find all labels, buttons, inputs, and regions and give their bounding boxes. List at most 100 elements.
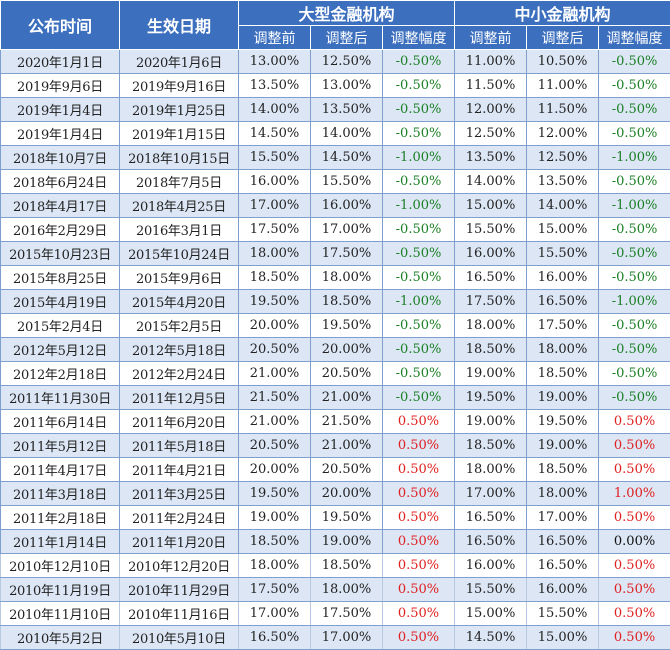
effective-date-cell: 2011年12月5日 (120, 386, 239, 410)
small-change-cell: -0.50% (599, 74, 670, 98)
announce-date-cell: 2011年1月14日 (1, 530, 120, 554)
small-after-cell: 17.00% (527, 506, 599, 530)
large-after-cell: 17.50% (311, 602, 383, 626)
header-large-before: 调整前 (239, 26, 311, 50)
small-before-cell: 16.50% (455, 530, 527, 554)
large-before-cell: 21.50% (239, 386, 311, 410)
table-header: 公布时间 生效日期 大型金融机构 中小金融机构 调整前 调整后 调整幅度 调整前… (1, 1, 670, 50)
small-change-cell: 0.50% (599, 410, 670, 434)
small-change-cell: 0.50% (599, 602, 670, 626)
effective-date-cell: 2018年10月15日 (120, 146, 239, 170)
large-after-cell: 20.00% (311, 482, 383, 506)
effective-date-cell: 2018年4月25日 (120, 194, 239, 218)
effective-date-cell: 2019年1月15日 (120, 122, 239, 146)
small-after-cell: 10.50% (527, 50, 599, 74)
large-after-cell: 18.00% (311, 266, 383, 290)
small-before-cell: 11.50% (455, 74, 527, 98)
large-after-cell: 18.50% (311, 554, 383, 578)
small-after-cell: 12.00% (527, 122, 599, 146)
small-before-cell: 19.00% (455, 410, 527, 434)
effective-date-cell: 2015年4月20日 (120, 290, 239, 314)
large-before-cell: 17.50% (239, 218, 311, 242)
small-before-cell: 12.50% (455, 122, 527, 146)
small-before-cell: 16.50% (455, 266, 527, 290)
large-change-cell: -0.50% (383, 266, 455, 290)
large-change-cell: 0.50% (383, 554, 455, 578)
large-before-cell: 19.50% (239, 290, 311, 314)
large-after-cell: 17.00% (311, 626, 383, 650)
effective-date-cell: 2011年4月21日 (120, 458, 239, 482)
announce-date-cell: 2015年10月23日 (1, 242, 120, 266)
large-after-cell: 21.00% (311, 386, 383, 410)
small-before-cell: 17.00% (455, 482, 527, 506)
large-before-cell: 20.50% (239, 434, 311, 458)
large-before-cell: 18.50% (239, 530, 311, 554)
large-after-cell: 14.00% (311, 122, 383, 146)
effective-date-cell: 2015年9月6日 (120, 266, 239, 290)
small-after-cell: 15.00% (527, 626, 599, 650)
announce-date-cell: 2015年4月19日 (1, 290, 120, 314)
large-change-cell: -0.50% (383, 98, 455, 122)
small-change-cell: 0.50% (599, 578, 670, 602)
large-change-cell: 0.50% (383, 626, 455, 650)
large-before-cell: 13.50% (239, 74, 311, 98)
large-change-cell: -0.50% (383, 218, 455, 242)
small-before-cell: 15.50% (455, 578, 527, 602)
large-before-cell: 13.00% (239, 50, 311, 74)
large-after-cell: 18.50% (311, 290, 383, 314)
small-before-cell: 13.50% (455, 146, 527, 170)
small-before-cell: 12.00% (455, 98, 527, 122)
effective-date-cell: 2020年1月6日 (120, 50, 239, 74)
small-before-cell: 19.50% (455, 386, 527, 410)
effective-date-cell: 2011年6月20日 (120, 410, 239, 434)
large-change-cell: 0.50% (383, 458, 455, 482)
small-before-cell: 18.50% (455, 338, 527, 362)
large-before-cell: 16.50% (239, 626, 311, 650)
small-before-cell: 19.00% (455, 362, 527, 386)
large-before-cell: 17.00% (239, 194, 311, 218)
announce-date-cell: 2016年2月29日 (1, 218, 120, 242)
small-after-cell: 15.50% (527, 602, 599, 626)
small-after-cell: 18.50% (527, 458, 599, 482)
small-change-cell: 0.50% (599, 554, 670, 578)
announce-date-cell: 2019年1月4日 (1, 122, 120, 146)
header-large-change: 调整幅度 (383, 26, 455, 50)
small-before-cell: 18.00% (455, 458, 527, 482)
small-after-cell: 13.50% (527, 170, 599, 194)
large-change-cell: -0.50% (383, 242, 455, 266)
large-change-cell: -0.50% (383, 122, 455, 146)
large-after-cell: 12.50% (311, 50, 383, 74)
small-before-cell: 11.00% (455, 50, 527, 74)
small-after-cell: 16.00% (527, 578, 599, 602)
small-change-cell: -0.50% (599, 50, 670, 74)
small-change-cell: -0.50% (599, 386, 670, 410)
large-change-cell: 0.50% (383, 578, 455, 602)
large-before-cell: 19.00% (239, 506, 311, 530)
announce-date-cell: 2018年10月7日 (1, 146, 120, 170)
large-before-cell: 15.50% (239, 146, 311, 170)
large-change-cell: 0.50% (383, 410, 455, 434)
large-change-cell: 0.50% (383, 434, 455, 458)
large-after-cell: 20.50% (311, 362, 383, 386)
announce-date-cell: 2019年9月6日 (1, 74, 120, 98)
announce-date-cell: 2019年1月4日 (1, 98, 120, 122)
large-before-cell: 18.50% (239, 266, 311, 290)
small-before-cell: 14.50% (455, 626, 527, 650)
effective-date-cell: 2015年2月5日 (120, 314, 239, 338)
small-after-cell: 19.00% (527, 386, 599, 410)
large-change-cell: 0.50% (383, 602, 455, 626)
small-before-cell: 14.00% (455, 170, 527, 194)
header-small-before: 调整前 (455, 26, 527, 50)
large-after-cell: 17.00% (311, 218, 383, 242)
small-after-cell: 16.50% (527, 554, 599, 578)
effective-date-cell: 2010年12月20日 (120, 554, 239, 578)
